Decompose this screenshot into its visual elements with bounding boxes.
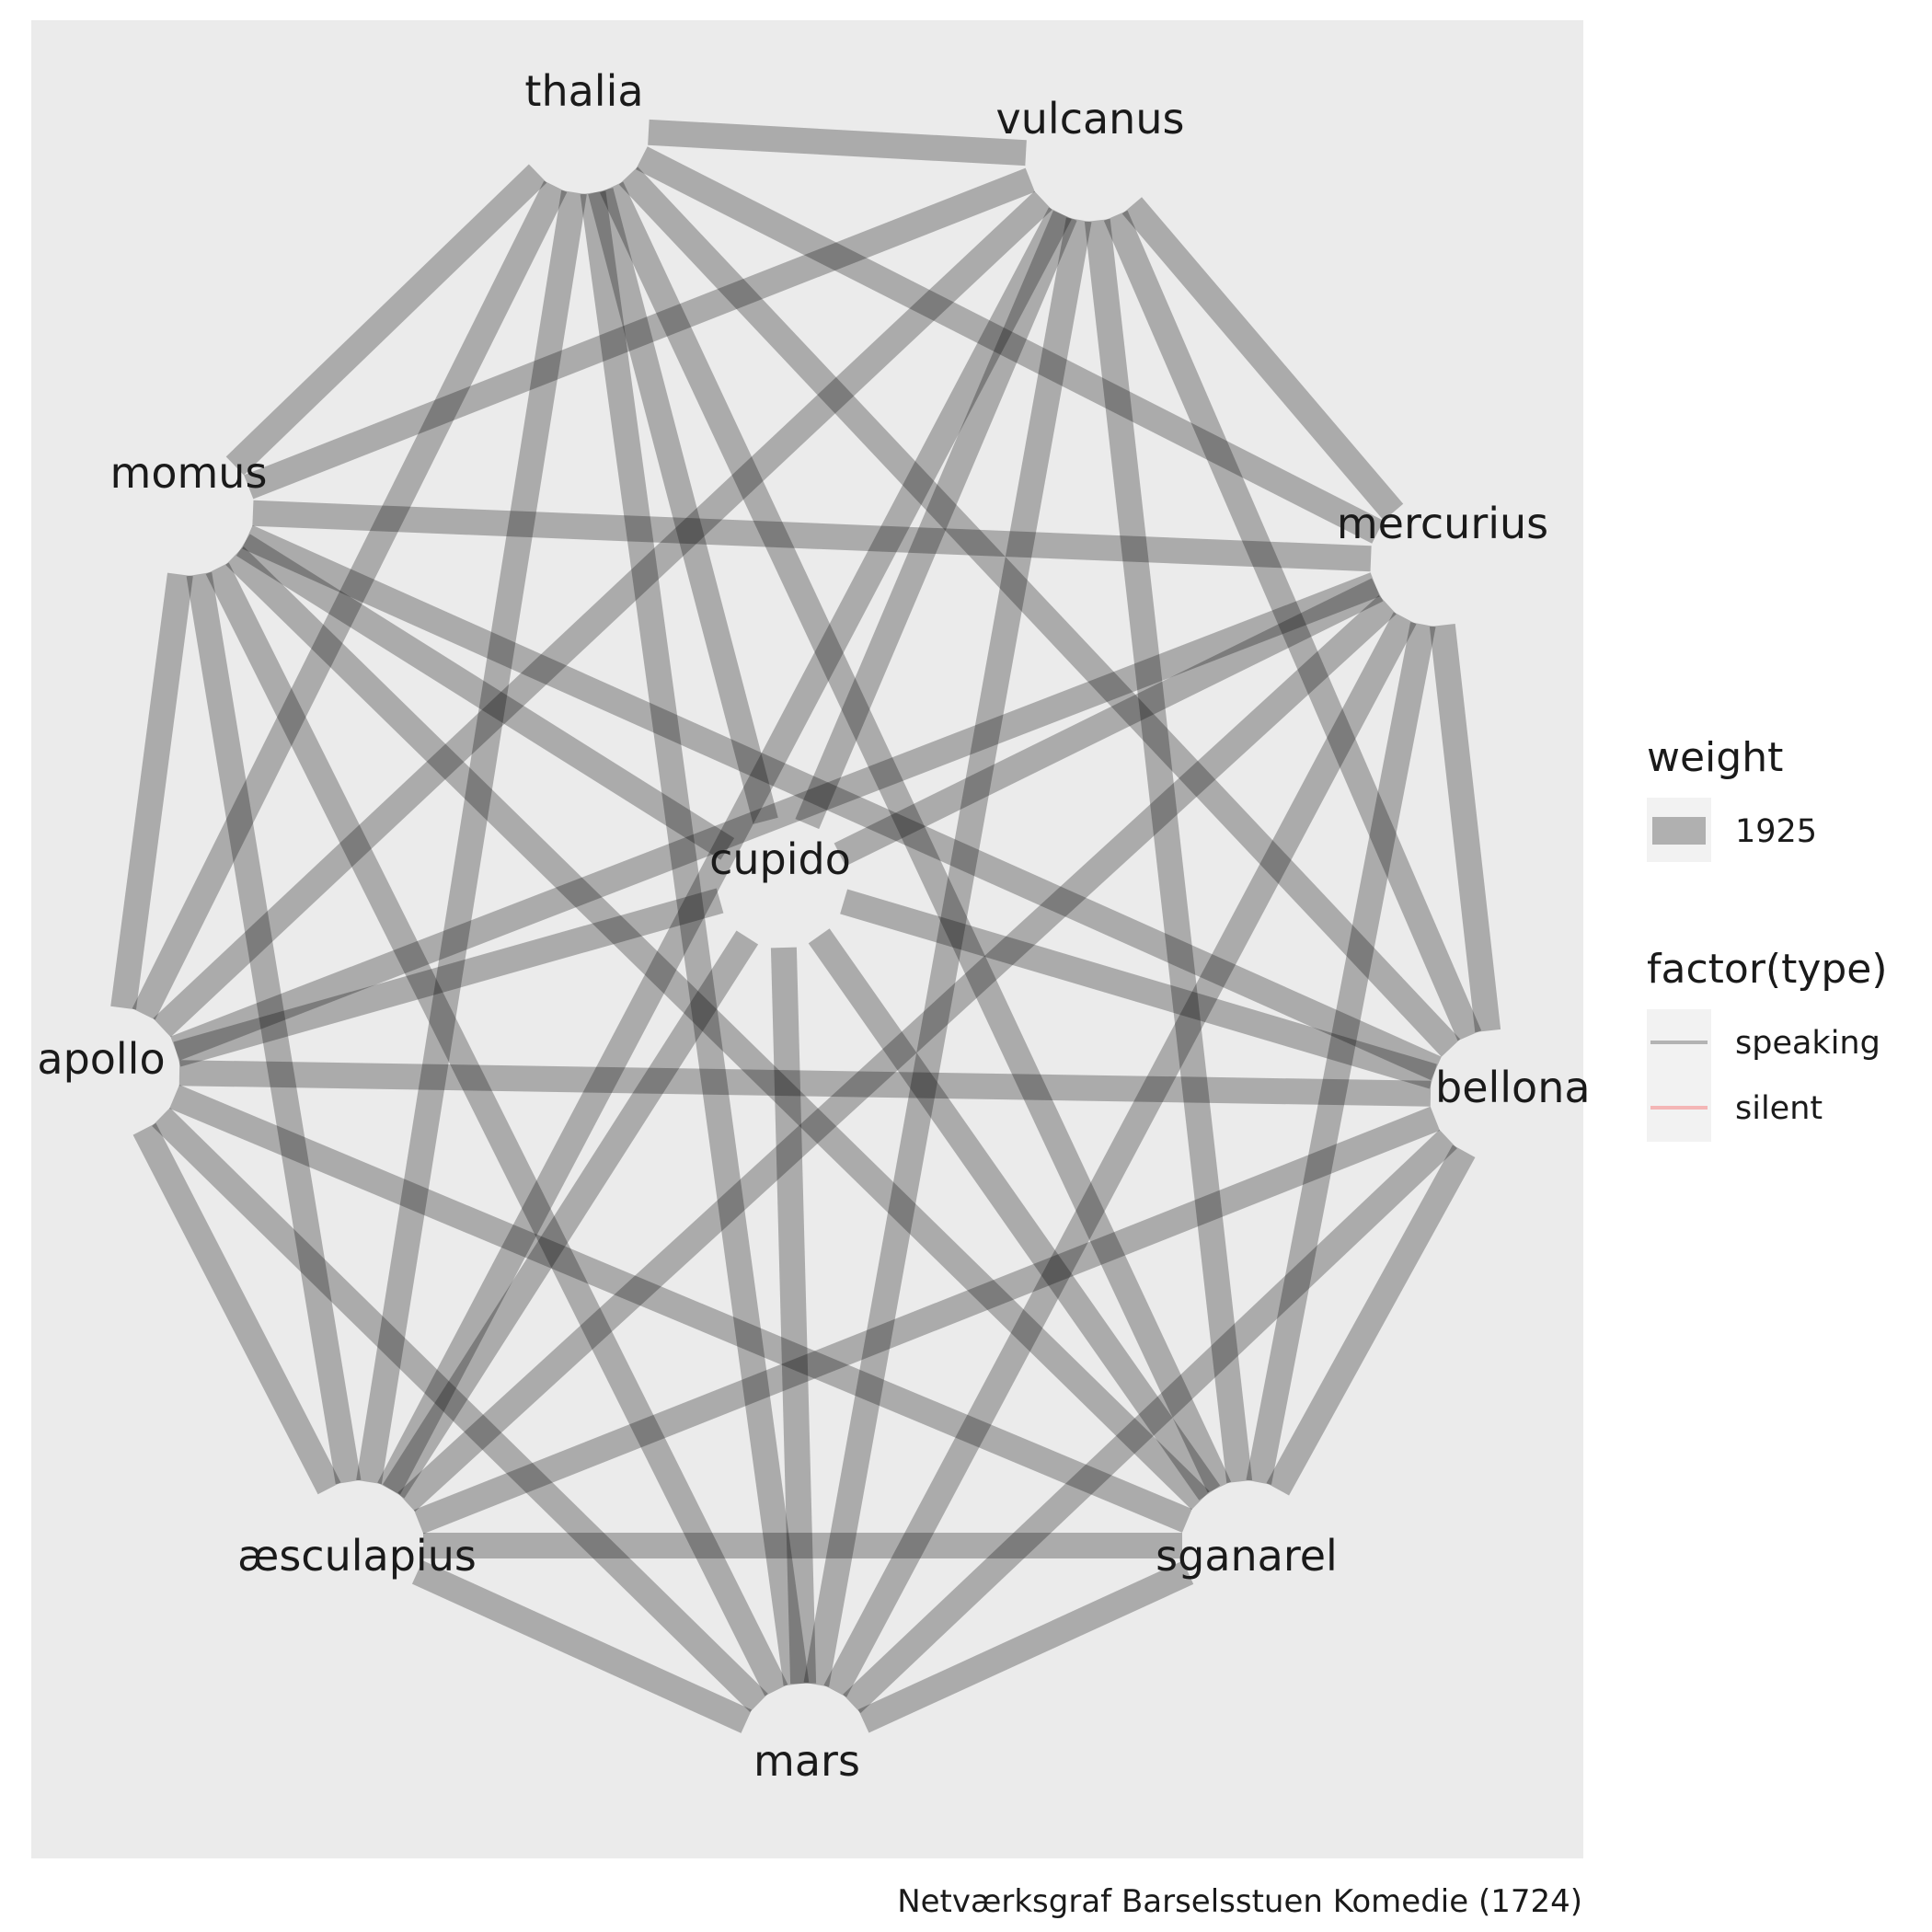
plot-panel bbox=[31, 20, 1583, 1858]
legend-silent-label: silent bbox=[1735, 1090, 1823, 1127]
nodes-layer: thalia vulcanus momus mercurius cupido apollo… bbox=[37, 66, 1590, 1786]
edges-layer bbox=[110, 119, 1501, 1733]
edge-vulcanus-bellona bbox=[1103, 210, 1482, 1041]
legend-weight-title: weight bbox=[1647, 734, 1783, 781]
edge-momus-cupido bbox=[236, 534, 735, 860]
legend-weight-key bbox=[1652, 817, 1706, 845]
edge-apollo-sganarel bbox=[169, 1085, 1192, 1533]
edge-apollo-mars bbox=[152, 1108, 768, 1712]
edge-vulcanus-mercurius bbox=[1121, 197, 1404, 521]
edge-momus-sganarel bbox=[225, 546, 1210, 1511]
edge-cupido-aesculapius bbox=[382, 930, 759, 1499]
node-label-mercurius: mercurius bbox=[1337, 499, 1548, 548]
edge-mercurius-aesculapius bbox=[397, 594, 1397, 1512]
edge-momus-aesculapius bbox=[186, 571, 362, 1485]
edge-momus-bellona bbox=[242, 524, 1442, 1081]
edge-thalia-vulcanus bbox=[648, 119, 1027, 167]
edge-thalia-bellona bbox=[618, 167, 1461, 1057]
edge-thalia-mercurius bbox=[636, 146, 1384, 544]
node-label-momus: momus bbox=[110, 448, 268, 498]
edge-cupido-bellona bbox=[840, 889, 1437, 1089]
edge-vulcanus-aesculapius bbox=[377, 207, 1072, 1495]
edge-bellona-mars bbox=[843, 1129, 1457, 1714]
edge-mercurius-cupido bbox=[834, 578, 1384, 867]
node-label-aesculapius: æsculapius bbox=[237, 1531, 477, 1581]
edge-momus-mercurius bbox=[252, 500, 1372, 572]
legend-weight-label: 1925 bbox=[1735, 813, 1817, 850]
node-label-mars: mars bbox=[753, 1736, 860, 1786]
node-label-bellona: bellona bbox=[1435, 1063, 1591, 1112]
edge-sganarel-mars bbox=[857, 1560, 1194, 1733]
edge-aesculapius-mars bbox=[411, 1560, 753, 1733]
edge-momus-mars bbox=[205, 562, 788, 1696]
node-label-cupido: cupido bbox=[709, 834, 851, 884]
edge-momus-apollo bbox=[110, 572, 193, 1010]
node-label-vulcanus: vulcanus bbox=[996, 94, 1185, 144]
edge-vulcanus-cupido bbox=[795, 210, 1077, 830]
legend: weight 1925 factor(type) speaking silent bbox=[1647, 734, 1888, 1142]
edge-cupido-mars bbox=[770, 947, 817, 1685]
edge-thalia-cupido bbox=[588, 188, 778, 824]
edge-thalia-momus bbox=[225, 164, 547, 476]
caption: Netværksgraf Barselsstuen Komedie (1724) bbox=[897, 1883, 1582, 1920]
edge-cupido-apollo bbox=[173, 888, 724, 1067]
edge-thalia-apollo bbox=[132, 180, 568, 1020]
edge-vulcanus-momus bbox=[244, 167, 1035, 500]
node-label-apollo: apollo bbox=[37, 1034, 165, 1084]
edge-cupido-sganarel bbox=[808, 928, 1221, 1501]
legend-type-title: factor(type) bbox=[1647, 946, 1888, 993]
node-label-thalia: thalia bbox=[524, 66, 643, 116]
edge-mercurius-sganarel bbox=[1246, 622, 1436, 1485]
edge-bellona-aesculapius bbox=[413, 1106, 1441, 1535]
legend-weight-key-bg bbox=[1647, 798, 1711, 862]
edge-apollo-bellona bbox=[178, 1060, 1432, 1107]
edge-bellona-sganarel bbox=[1266, 1144, 1476, 1496]
edge-vulcanus-sganarel bbox=[1084, 219, 1253, 1483]
edge-thalia-sganarel bbox=[599, 181, 1232, 1493]
edge-mercurius-apollo bbox=[170, 572, 1380, 1061]
node-label-sganarel: sganarel bbox=[1156, 1531, 1338, 1581]
edge-thalia-aesculapius bbox=[356, 190, 587, 1485]
edge-vulcanus-mars bbox=[803, 217, 1092, 1687]
legend-speaking-label: speaking bbox=[1735, 1025, 1880, 1062]
edge-thalia-mars bbox=[580, 190, 810, 1686]
edge-mercurius-bellona bbox=[1429, 624, 1501, 1032]
legend-type-key-bg bbox=[1647, 1009, 1711, 1142]
edge-vulcanus-apollo bbox=[153, 190, 1052, 1038]
edge-apollo-aesculapius bbox=[132, 1122, 341, 1495]
edge-mercurius-mars bbox=[823, 612, 1417, 1697]
